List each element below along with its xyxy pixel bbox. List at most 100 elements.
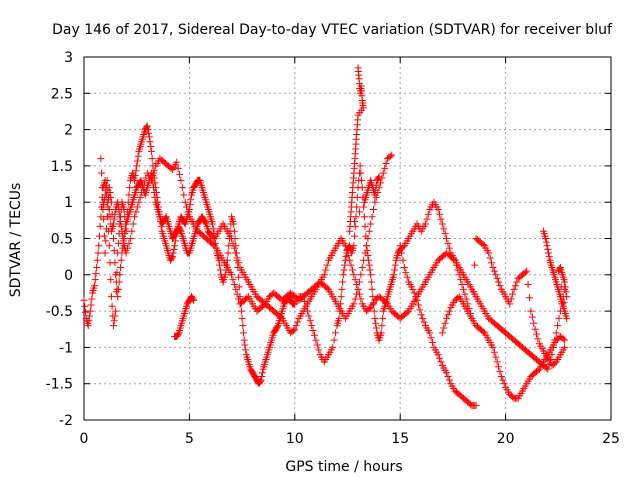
data-point bbox=[365, 305, 373, 313]
data-point bbox=[386, 152, 394, 160]
data-point bbox=[562, 288, 570, 296]
data-point bbox=[140, 179, 148, 187]
data-point bbox=[378, 322, 386, 330]
data-point bbox=[169, 249, 177, 257]
data-point bbox=[367, 220, 375, 228]
data-point bbox=[347, 261, 355, 269]
data-point bbox=[542, 238, 550, 246]
y-tick-label: 1 bbox=[64, 195, 73, 211]
data-point bbox=[353, 290, 361, 298]
data-point bbox=[495, 278, 503, 286]
data-point bbox=[371, 198, 379, 206]
data-point bbox=[492, 353, 500, 361]
data-point bbox=[256, 377, 264, 385]
data-point bbox=[495, 363, 503, 371]
data-point bbox=[143, 122, 151, 130]
data-point bbox=[355, 208, 363, 216]
data-point bbox=[374, 174, 382, 182]
x-tick-label: 5 bbox=[185, 431, 194, 447]
data-point bbox=[190, 296, 198, 304]
data-point bbox=[554, 322, 562, 330]
data-point bbox=[438, 220, 446, 228]
data-point bbox=[176, 170, 184, 178]
data-point bbox=[358, 264, 366, 272]
series-track-8 bbox=[540, 227, 571, 322]
data-point bbox=[468, 314, 476, 322]
data-point bbox=[444, 372, 452, 380]
data-point bbox=[534, 366, 542, 374]
data-point bbox=[237, 307, 245, 315]
data-point bbox=[399, 256, 407, 264]
data-point bbox=[332, 329, 340, 337]
y-tick-label: 0.5 bbox=[51, 232, 73, 248]
data-point bbox=[450, 255, 458, 263]
data-point bbox=[235, 283, 243, 291]
data-point bbox=[542, 235, 550, 242]
data-point bbox=[544, 365, 552, 373]
data-point bbox=[563, 314, 571, 322]
data-point bbox=[400, 264, 408, 272]
data-point bbox=[346, 256, 354, 264]
data-point bbox=[230, 280, 238, 288]
series-track-7 bbox=[438, 235, 569, 370]
data-point bbox=[419, 314, 427, 322]
data-point bbox=[313, 341, 321, 349]
data-point bbox=[86, 307, 94, 315]
data-point bbox=[150, 167, 158, 175]
data-point bbox=[80, 296, 88, 304]
data-point bbox=[379, 169, 387, 177]
data-point bbox=[98, 169, 106, 177]
data-point bbox=[443, 314, 451, 322]
data-point bbox=[126, 235, 134, 242]
data-point bbox=[119, 232, 127, 240]
data-point bbox=[372, 181, 380, 189]
data-point bbox=[108, 302, 116, 310]
data-point bbox=[151, 193, 159, 201]
y-tick-label: -0.5 bbox=[46, 304, 73, 320]
data-point bbox=[356, 162, 364, 170]
data-point bbox=[87, 301, 95, 309]
data-point bbox=[489, 343, 497, 351]
data-point bbox=[180, 219, 188, 227]
series-track-4 bbox=[346, 64, 383, 235]
data-point bbox=[523, 267, 531, 275]
data-point bbox=[345, 243, 353, 251]
data-point bbox=[110, 322, 118, 330]
data-point bbox=[105, 205, 113, 213]
data-point bbox=[147, 147, 155, 155]
data-point bbox=[105, 196, 113, 204]
grid-lines bbox=[84, 57, 611, 420]
data-point bbox=[114, 203, 122, 211]
data-point bbox=[461, 290, 469, 298]
data-point bbox=[530, 319, 538, 327]
data-point bbox=[445, 307, 453, 315]
data-point bbox=[360, 203, 368, 211]
data-point bbox=[417, 311, 425, 319]
data-point bbox=[117, 264, 125, 272]
data-point bbox=[114, 198, 122, 206]
data-point bbox=[490, 348, 498, 356]
data-point bbox=[555, 314, 563, 322]
data-point bbox=[497, 372, 505, 380]
data-point bbox=[99, 205, 107, 213]
data-point bbox=[469, 288, 477, 296]
data-point bbox=[339, 278, 347, 286]
data-point bbox=[375, 173, 383, 181]
data-point bbox=[235, 259, 243, 267]
data-point bbox=[367, 271, 375, 279]
data-point bbox=[147, 176, 155, 184]
data-point bbox=[412, 293, 420, 301]
data-point bbox=[177, 176, 185, 184]
data-point bbox=[371, 191, 379, 199]
data-point bbox=[240, 329, 248, 337]
data-point bbox=[202, 219, 210, 227]
data-point bbox=[81, 302, 89, 310]
data-point bbox=[358, 176, 366, 184]
chart-title: Day 146 of 2017, Sidereal Day-to-day VTE… bbox=[52, 22, 613, 38]
data-point bbox=[258, 369, 266, 377]
x-axis-label: GPS time / hours bbox=[285, 459, 402, 475]
data-point bbox=[370, 307, 378, 315]
data-point bbox=[360, 256, 368, 264]
data-point bbox=[233, 254, 241, 262]
data-point bbox=[100, 201, 108, 209]
